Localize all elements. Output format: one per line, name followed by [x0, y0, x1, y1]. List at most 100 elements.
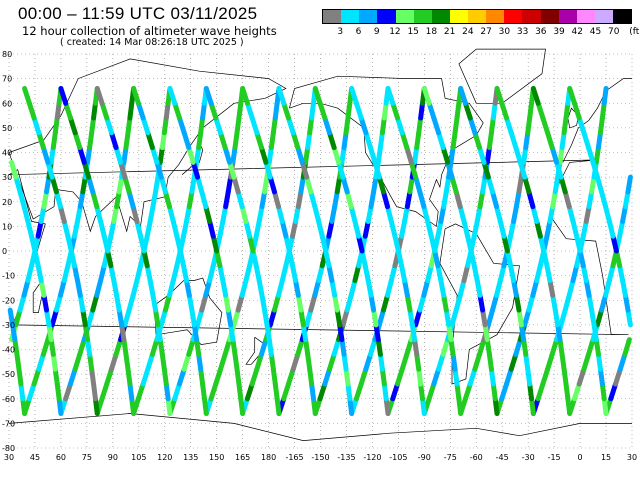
track-segment: [217, 263, 226, 284]
legend-swatch: [377, 10, 396, 23]
track-segment: [511, 204, 519, 224]
track-segment: [279, 218, 289, 239]
track-segment: [162, 292, 172, 313]
track-segment: [348, 278, 358, 298]
track-segment: [358, 115, 369, 136]
track-segment: [308, 189, 318, 210]
track-segment: [490, 292, 500, 313]
track-segment: [445, 159, 455, 180]
track-segment: [113, 337, 124, 357]
track-segment: [113, 145, 124, 165]
latitude-label: 60: [2, 99, 12, 108]
track-segment: [617, 263, 626, 284]
track-segment: [71, 218, 80, 239]
track-segment: [223, 189, 231, 210]
track-segment: [108, 263, 117, 284]
track-segment: [562, 292, 572, 313]
track-segment: [38, 278, 47, 298]
track-segment: [504, 366, 514, 387]
track-segment: [36, 130, 46, 151]
track-segment: [322, 366, 333, 387]
track-segment: [253, 263, 262, 284]
track-segment: [586, 189, 595, 210]
track-segment: [421, 278, 431, 298]
track-segment: [290, 351, 301, 372]
track-segment: [249, 366, 260, 387]
track-segment: [327, 351, 337, 372]
track-segment: [432, 248, 441, 269]
track-segment: [147, 278, 156, 298]
track-segment: [213, 115, 224, 136]
track-segment: [385, 278, 394, 298]
longitude-label: -135: [337, 453, 355, 462]
track-segment: [620, 204, 628, 224]
track-segment: [131, 85, 141, 106]
track-segment: [267, 174, 277, 195]
track-segment: [576, 366, 587, 387]
track-segment: [550, 292, 558, 313]
track-segment: [367, 337, 378, 357]
track-segment: [358, 366, 369, 387]
track-segment: [267, 307, 277, 328]
track-segment: [186, 292, 195, 313]
track-segment: [99, 100, 110, 121]
track-segment: [392, 233, 401, 254]
track-segment: [438, 204, 447, 224]
legend-swatch: [449, 10, 468, 23]
legend-swatch: [594, 10, 613, 23]
legend-swatch: [504, 10, 523, 23]
track-segment: [281, 381, 291, 402]
track-segment: [586, 337, 596, 357]
track-segment: [134, 263, 144, 284]
track-segment: [513, 337, 523, 357]
longitude-label: -105: [389, 453, 407, 462]
track-segment: [67, 115, 78, 136]
track-segment: [436, 351, 446, 372]
track-segment: [467, 366, 478, 387]
track-segment: [368, 292, 377, 313]
track-segment: [599, 189, 609, 210]
legend-label: 24: [462, 27, 474, 37]
track-segment: [181, 130, 192, 151]
latitude-label: -70: [2, 419, 15, 428]
track-segment: [541, 248, 550, 269]
track-segment: [63, 100, 73, 121]
track-segment: [176, 115, 187, 136]
track-segment: [222, 337, 233, 357]
track-segment: [312, 85, 323, 106]
latitude-label: -50: [2, 370, 15, 379]
track-segment: [606, 218, 616, 239]
track-segment: [276, 278, 285, 298]
track-segment: [114, 189, 122, 210]
track-segment: [195, 307, 205, 328]
track-segment: [256, 278, 265, 298]
track-segment: [577, 248, 586, 269]
track-segment: [376, 307, 387, 328]
track-segment: [263, 159, 273, 180]
track-segment: [504, 248, 514, 269]
track-segment: [554, 159, 564, 180]
track-segment: [583, 204, 592, 224]
track-segment: [530, 85, 541, 106]
track-segment: [494, 204, 503, 224]
track-segment: [580, 218, 589, 239]
track-segment: [235, 292, 245, 313]
track-segment: [620, 278, 628, 298]
track-segment: [390, 381, 401, 402]
track-segment: [468, 248, 477, 269]
track-segment: [126, 292, 136, 313]
track-segment: [440, 337, 451, 357]
track-segment: [353, 381, 364, 402]
legend-swatch: [613, 10, 632, 23]
track-segment: [504, 115, 514, 136]
track-segment: [53, 189, 63, 210]
track-segment: [17, 189, 27, 210]
track-segment: [259, 292, 268, 313]
track-segment: [218, 130, 228, 151]
track-segment: [295, 292, 304, 313]
track-segment: [94, 278, 104, 298]
track-segment: [210, 233, 220, 254]
track-segment: [184, 278, 192, 298]
